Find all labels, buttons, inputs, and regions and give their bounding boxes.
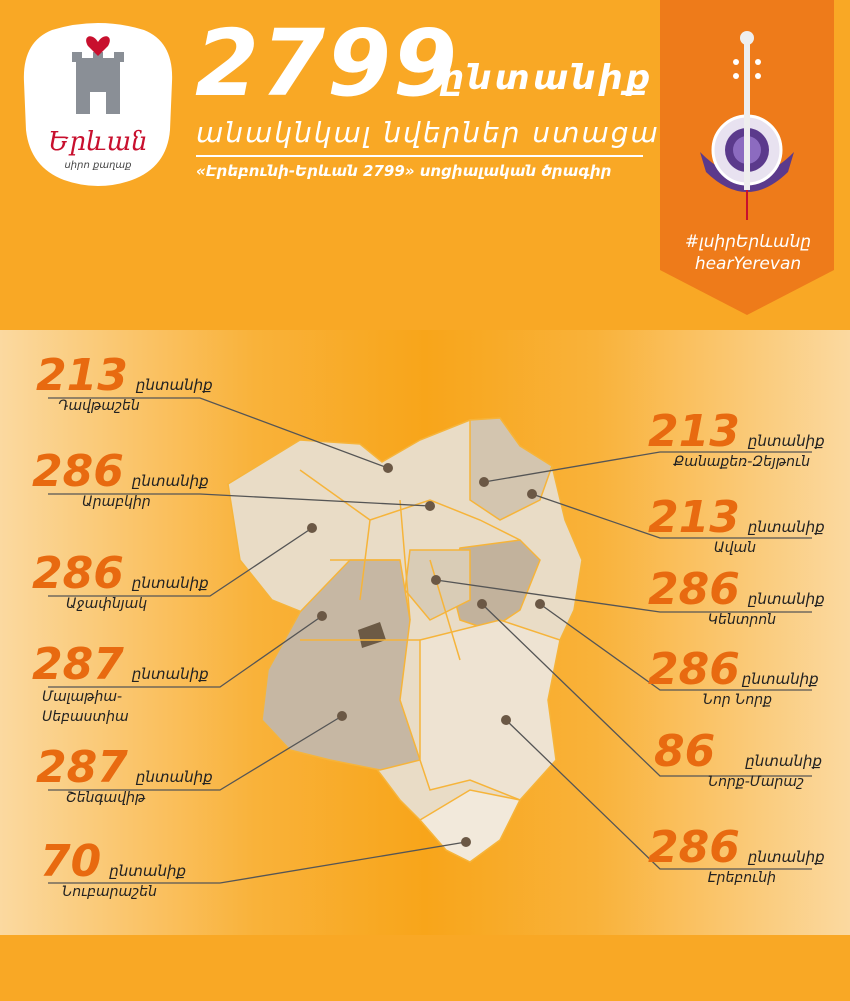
district-name: Էրեբունի	[707, 870, 776, 886]
logo-text: Երևան	[48, 127, 147, 157]
family-count: 286	[32, 446, 124, 497]
family-unit: ընտանիք	[747, 848, 825, 866]
district-name: Արաբկիր	[82, 494, 151, 510]
logo-subtext: սիրո քաղաք	[64, 160, 131, 171]
family-count: 213	[648, 492, 740, 543]
district-name: Աջափնյակ	[66, 596, 148, 612]
program-name: «Էրեբունի-Երևան 2799» սոցիալական ծրագիր	[196, 162, 612, 180]
family-unit: ընտանիք	[131, 665, 209, 683]
district-ajapnyak: 286 ընտանիք Աջափնյակ	[32, 552, 209, 613]
family-count: 86	[654, 726, 716, 777]
family-unit: ընտանիք	[747, 518, 825, 536]
family-count: 213	[648, 406, 740, 457]
district-name: Մալաթիա-Սեբաստիա	[42, 689, 129, 725]
district-nubarashen: 70 ընտանիք Նուբարաշեն	[40, 840, 187, 901]
district-name: Նոր Նորք	[702, 692, 772, 708]
family-count: 213	[36, 350, 128, 401]
district-name: Դավթաշեն	[58, 398, 140, 414]
family-unit: ընտանիք	[135, 768, 213, 786]
hashtag-armenian: #լսիրԵրևանը	[684, 232, 812, 252]
district-name: Նուբարաշեն	[62, 884, 157, 900]
family-count: 286	[648, 822, 740, 873]
family-count: 286	[32, 548, 124, 599]
family-count: 287	[36, 742, 128, 793]
family-count: 70	[40, 836, 102, 887]
district-nork-marash: 86 ընտանիք Նորք-Մարաշ	[654, 730, 823, 791]
family-unit: ընտանիք	[131, 574, 209, 592]
district-avan: 213 ընտանիք Ավան	[648, 496, 825, 557]
family-unit: ընտանիք	[109, 862, 187, 880]
header: Երևան սիրո քաղաք 2799 ընտանիք անակնկալ ն…	[0, 0, 850, 330]
hashtag-english: hearYerevan	[694, 254, 802, 274]
district-davtashen: 213 ընտանիք Դավթաշեն	[36, 354, 213, 415]
district-name: Կենտրոն	[707, 612, 776, 628]
hearyerevan-banner	[660, 0, 834, 315]
district-name: Շենգավիթ	[66, 790, 146, 806]
family-unit: ընտանիք	[745, 752, 823, 770]
district-name: Ավան	[713, 540, 756, 556]
family-count: 287	[32, 639, 124, 690]
divider	[196, 155, 643, 157]
district-name: Քանաքեռ-Զեյթուն	[673, 454, 810, 470]
district-erebuni: 286 ընտանիք Էրեբունի	[648, 826, 825, 887]
total-families-number: 2799	[195, 10, 460, 117]
district-nor-nork: 286 ընտանիք Նոր Նորք	[648, 648, 819, 709]
family-unit: ընտանիք	[131, 472, 209, 490]
families-word: ընտանիք	[440, 58, 654, 98]
family-unit: ընտանիք	[747, 432, 825, 450]
family-unit: ընտանիք	[741, 670, 819, 688]
district-shengavit: 287 ընտանիք Շենգավիթ	[36, 746, 213, 807]
district-malatia-sebastia: 287 ընտանիք Մալաթիա-Սեբաստիա	[32, 643, 209, 727]
district-kentron: 286 ընտանիք Կենտրոն	[648, 568, 825, 629]
district-kanaker-zeytun: 213 ընտանիք Քանաքեռ-Զեյթուն	[648, 410, 825, 471]
district-name: Նորք-Մարաշ	[707, 774, 804, 790]
yerevan-logo: Երևան սիրո քաղաք	[23, 23, 173, 186]
family-count: 286	[648, 644, 740, 695]
family-unit: ընտանիք	[135, 376, 213, 394]
family-count: 286	[648, 564, 740, 615]
footer-band	[0, 935, 850, 1001]
district-arabkir: 286 ընտանիք Արաբկիր	[32, 450, 209, 511]
family-unit: ընտանիք	[747, 590, 825, 608]
subtitle: անակնկալ նվերներ ստացան	[196, 116, 680, 149]
